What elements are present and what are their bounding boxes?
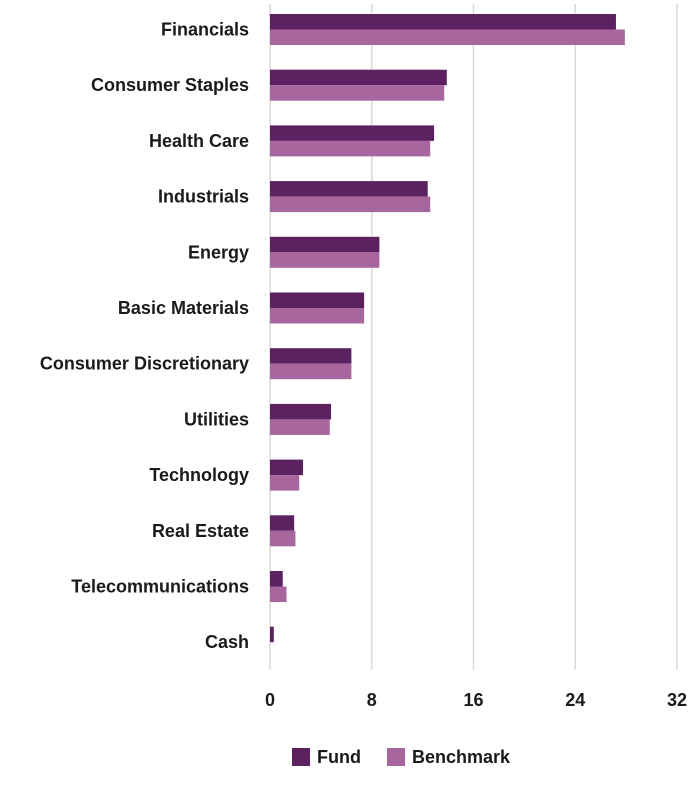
bar-fund: [270, 515, 295, 531]
x-tick-label: 8: [367, 690, 377, 710]
bar-benchmark: [270, 140, 431, 157]
category-label: Consumer Discretionary: [40, 354, 249, 374]
category-label: Telecommunications: [71, 577, 249, 597]
x-axis-tick-labels: 0 8 16 24 32: [265, 690, 687, 710]
bar-fund: [270, 626, 274, 643]
legend-label-fund: Fund: [317, 747, 361, 767]
category-label: Energy: [188, 242, 249, 262]
x-tick-label: 0: [265, 690, 275, 710]
category-label: Basic Materials: [118, 298, 249, 318]
legend-swatch-fund: [292, 748, 310, 766]
bar-benchmark: [270, 586, 287, 602]
bar-benchmark: [270, 530, 296, 547]
category-label: Financials: [161, 20, 249, 40]
legend: Fund Benchmark: [292, 747, 511, 767]
category-label: Health Care: [149, 131, 249, 151]
x-tick-label: 32: [667, 690, 687, 710]
legend-swatch-benchmark: [387, 748, 405, 766]
x-tick-label: 24: [565, 690, 585, 710]
category-label: Consumer Staples: [91, 75, 249, 95]
category-label: Utilities: [184, 409, 249, 429]
bar-benchmark: [270, 29, 625, 45]
category-label: Technology: [149, 465, 249, 485]
category-label: Industrials: [158, 187, 249, 207]
bar-fund: [270, 571, 283, 587]
bar-fund: [270, 348, 352, 364]
bar-fund: [270, 236, 380, 253]
bar-benchmark: [270, 85, 445, 101]
bar-benchmark: [270, 308, 365, 324]
bar-fund: [270, 69, 447, 86]
legend-label-benchmark: Benchmark: [412, 747, 511, 767]
bar-benchmark: [270, 363, 352, 380]
gridlines: [269, 4, 678, 670]
category-labels: Financials Consumer Staples Health Care Ind…: [40, 20, 249, 653]
bar-benchmark: [270, 196, 431, 213]
bar-benchmark: [270, 419, 330, 435]
bar-fund: [270, 459, 304, 476]
bar-fund: [270, 181, 428, 197]
bar-fund: [270, 403, 332, 420]
x-tick-label: 16: [463, 690, 483, 710]
bar-benchmark: [270, 475, 300, 491]
bar-fund: [270, 292, 365, 308]
bars: [270, 14, 625, 643]
bar-fund: [270, 125, 435, 141]
category-label: Real Estate: [152, 521, 249, 541]
category-label: Cash: [205, 632, 249, 652]
bar-benchmark: [270, 252, 380, 268]
bar-fund: [270, 14, 616, 30]
